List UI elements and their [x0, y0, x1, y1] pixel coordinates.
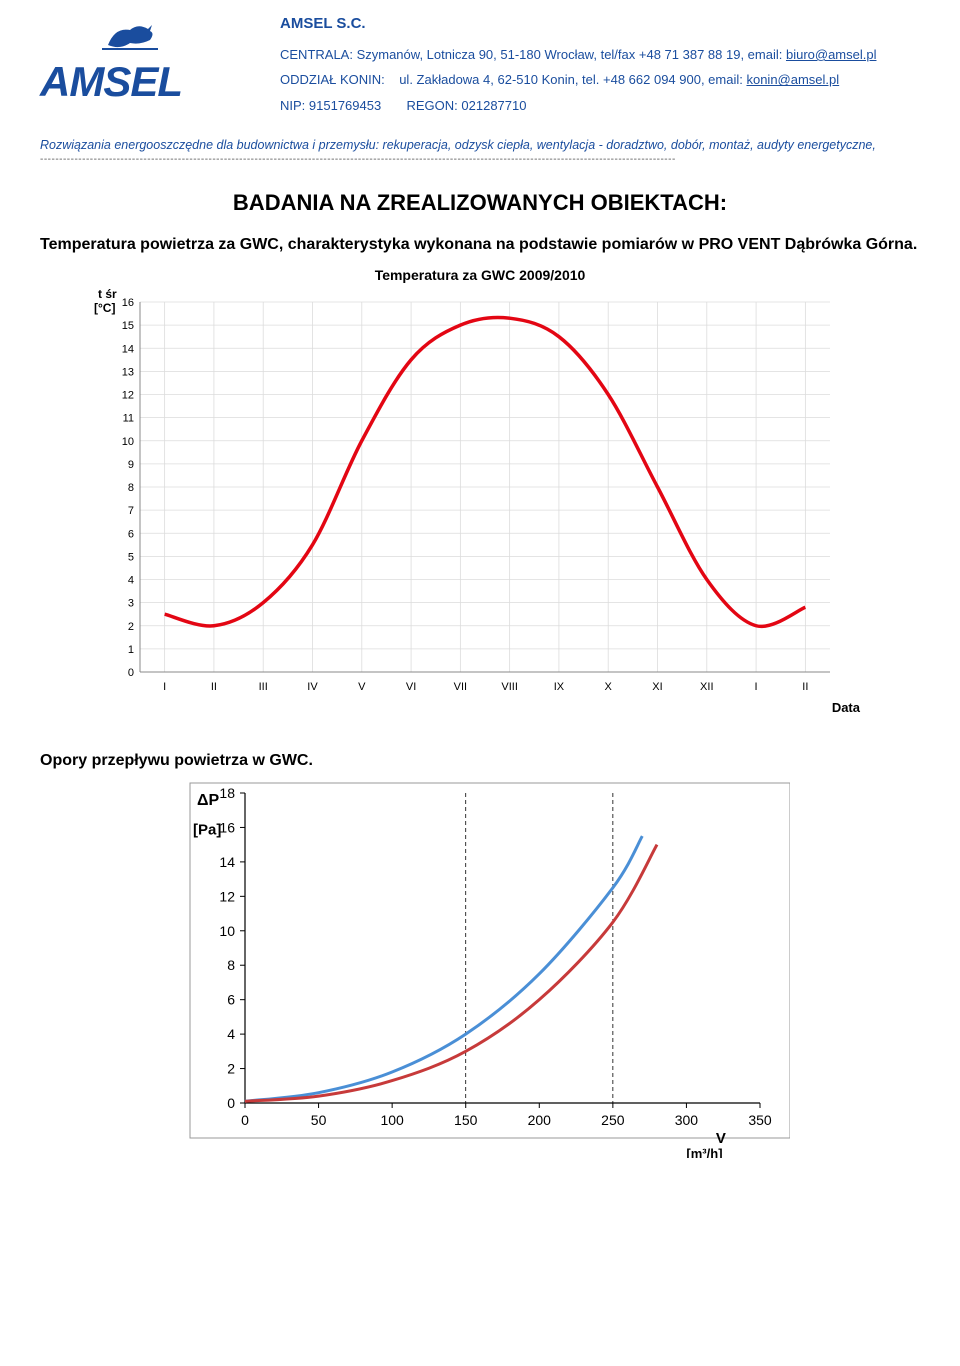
temperature-chart: Temperatura za GWC 2009/2010t śr[°C]0123… — [80, 262, 880, 722]
section-title: BADANIA NA ZREALIZOWANYCH OBIEKTACH: — [40, 190, 920, 216]
regon-text: REGON: 021287710 — [407, 98, 527, 113]
pressure-chart: 0 2 4 6 8 10 12 14 16 18 0 50 100 150 200 250 300 350 ΔP [P… — [170, 778, 790, 1158]
email-link[interactable]: konin@amsel.pl — [746, 72, 839, 87]
svg-text:7: 7 — [128, 505, 134, 517]
svg-text:II: II — [802, 681, 808, 693]
svg-text:[°C]: [°C] — [94, 301, 115, 315]
svg-text:II: II — [211, 681, 217, 693]
company-name: AMSEL S.C. — [280, 10, 920, 37]
svg-text:16: 16 — [122, 297, 134, 309]
svg-text:ΔP: ΔP — [197, 792, 220, 809]
contact-label: CENTRALA: — [280, 47, 353, 62]
svg-text:4: 4 — [128, 575, 134, 587]
svg-text:6: 6 — [227, 992, 235, 1008]
nip-text: NIP: 9151769453 — [280, 98, 381, 113]
contact-block: AMSEL S.C. CENTRALA: Szymanów, Lotnicza … — [280, 10, 920, 130]
svg-text:13: 13 — [122, 366, 134, 378]
svg-text:[m³/h]: [m³/h] — [686, 1146, 722, 1158]
svg-text:9: 9 — [128, 459, 134, 471]
svg-text:I: I — [163, 681, 166, 693]
svg-text:IV: IV — [307, 681, 318, 693]
contact-central: CENTRALA: Szymanów, Lotnicza 90, 51-180 … — [280, 43, 920, 66]
svg-text:V: V — [358, 681, 366, 693]
chart1-intro: Temperatura powietrza za GWC, charaktery… — [40, 236, 920, 254]
svg-text:8: 8 — [227, 957, 235, 973]
svg-text:11: 11 — [123, 413, 134, 425]
contact-text: ul. Zakładowa 4, 62-510 Konin, tel. +48 … — [399, 72, 746, 87]
svg-text:15: 15 — [122, 320, 134, 332]
svg-text:50: 50 — [311, 1112, 327, 1128]
separator: ----------------------------------------… — [40, 154, 920, 165]
chart1-container: Temperatura za GWC 2009/2010t śr[°C]0123… — [40, 262, 920, 722]
svg-text:4: 4 — [227, 1026, 235, 1042]
logo-text: AMSEL — [40, 58, 182, 106]
svg-text:2: 2 — [227, 1061, 235, 1077]
svg-text:200: 200 — [528, 1112, 552, 1128]
svg-text:0: 0 — [241, 1112, 249, 1128]
svg-text:XI: XI — [652, 681, 662, 693]
svg-text:t śr: t śr — [98, 287, 117, 301]
chart2-intro: Opory przepływu powietrza w GWC. — [40, 752, 920, 770]
svg-text:0: 0 — [128, 667, 134, 679]
svg-text:12: 12 — [122, 390, 134, 402]
svg-text:VIII: VIII — [501, 681, 518, 693]
svg-text:10: 10 — [122, 436, 134, 448]
svg-text:V: V — [716, 1130, 726, 1147]
document-header: AMSEL AMSEL S.C. CENTRALA: Szymanów, Lot… — [40, 10, 920, 130]
svg-text:X: X — [605, 681, 613, 693]
svg-text:250: 250 — [601, 1112, 625, 1128]
svg-text:IX: IX — [554, 681, 565, 693]
tagline: Rozwiązania energooszczędne dla budownic… — [40, 138, 920, 152]
contact-text: Szymanów, Lotnicza 90, 51-180 Wrocław, t… — [353, 47, 786, 62]
svg-text:350: 350 — [748, 1112, 772, 1128]
svg-text:14: 14 — [122, 343, 134, 355]
svg-text:150: 150 — [454, 1112, 478, 1128]
contact-label: ODDZIAŁ KONIN: — [280, 72, 385, 87]
svg-text:I: I — [755, 681, 758, 693]
svg-text:3: 3 — [128, 598, 134, 610]
svg-text:2: 2 — [128, 621, 134, 633]
svg-text:VII: VII — [454, 681, 467, 693]
svg-text:1: 1 — [128, 644, 134, 656]
registration-line: NIP: 9151769453 REGON: 021287710 — [280, 94, 920, 117]
svg-text:6: 6 — [128, 528, 134, 540]
svg-text:8: 8 — [128, 482, 134, 494]
chart2-container: 0 2 4 6 8 10 12 14 16 18 0 50 100 150 200 250 300 350 ΔP [P… — [40, 778, 920, 1158]
svg-text:III: III — [259, 681, 268, 693]
svg-text:5: 5 — [128, 551, 134, 563]
svg-text:100: 100 — [380, 1112, 404, 1128]
email-link[interactable]: biuro@amsel.pl — [786, 47, 877, 62]
svg-text:10: 10 — [219, 923, 235, 939]
svg-text:Data: Data — [832, 700, 861, 715]
svg-text:Temperatura za GWC 2009/2010: Temperatura za GWC 2009/2010 — [375, 267, 586, 283]
bird-icon — [100, 15, 160, 55]
svg-text:300: 300 — [675, 1112, 699, 1128]
svg-text:12: 12 — [219, 888, 235, 904]
svg-text:18: 18 — [219, 785, 235, 801]
svg-text:16: 16 — [219, 819, 235, 835]
svg-text:14: 14 — [219, 854, 235, 870]
logo: AMSEL — [40, 10, 260, 130]
svg-text:0: 0 — [227, 1095, 235, 1111]
svg-text:VI: VI — [406, 681, 416, 693]
contact-branch: ODDZIAŁ KONIN: ul. Zakładowa 4, 62-510 K… — [280, 68, 920, 91]
svg-text:XII: XII — [700, 681, 713, 693]
svg-text:[Pa]: [Pa] — [193, 821, 221, 838]
